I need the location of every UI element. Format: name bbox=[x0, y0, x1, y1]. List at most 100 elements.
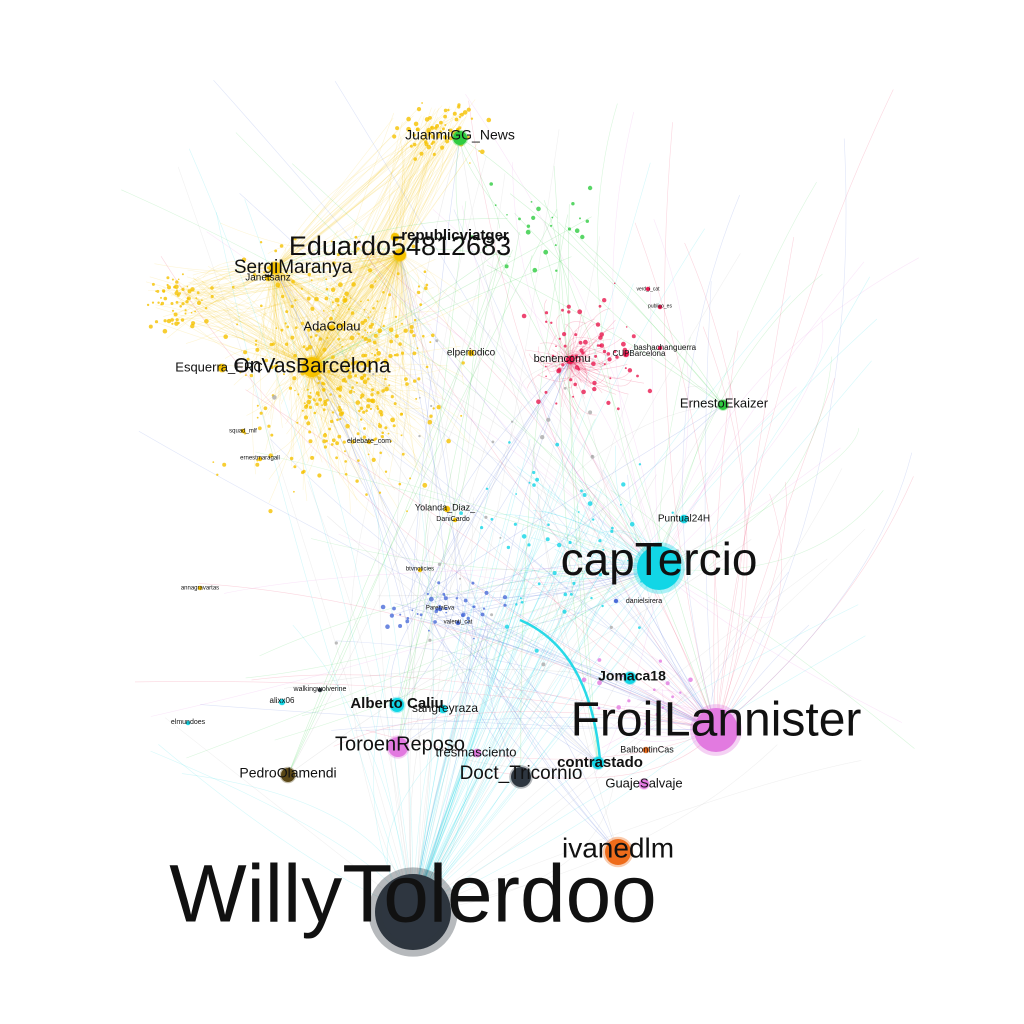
minor-node bbox=[437, 405, 441, 409]
minor-node bbox=[547, 523, 550, 526]
minor-node bbox=[481, 613, 485, 617]
label-yolanda-diaz-: Yolanda_Diaz_ bbox=[415, 502, 476, 512]
minor-node bbox=[194, 311, 196, 313]
minor-node bbox=[167, 319, 171, 323]
node-danielsirera[interactable] bbox=[614, 599, 618, 603]
minor-node bbox=[318, 394, 320, 396]
minor-node bbox=[181, 288, 184, 291]
minor-node bbox=[164, 297, 168, 301]
minor-node bbox=[520, 597, 522, 599]
minor-node bbox=[176, 301, 179, 304]
minor-node bbox=[295, 326, 298, 329]
minor-node bbox=[505, 264, 509, 268]
minor-node bbox=[211, 295, 214, 298]
minor-node bbox=[545, 376, 547, 378]
minor-node bbox=[378, 423, 380, 425]
minor-node bbox=[390, 614, 394, 618]
minor-node bbox=[304, 415, 308, 419]
minor-node bbox=[460, 415, 462, 417]
minor-node bbox=[277, 286, 279, 288]
minor-node bbox=[418, 285, 420, 287]
minor-node bbox=[190, 287, 194, 291]
minor-node bbox=[419, 303, 422, 306]
minor-node bbox=[185, 313, 187, 315]
minor-node bbox=[489, 182, 493, 186]
minor-node bbox=[324, 433, 326, 435]
minor-node bbox=[456, 597, 458, 599]
minor-node bbox=[522, 534, 527, 539]
minor-node bbox=[575, 228, 580, 233]
minor-node bbox=[344, 298, 348, 302]
minor-node bbox=[469, 162, 471, 164]
minor-node bbox=[197, 291, 200, 294]
minor-node bbox=[508, 441, 511, 444]
minor-node bbox=[401, 435, 403, 437]
minor-node bbox=[462, 361, 465, 364]
minor-node bbox=[318, 398, 322, 402]
minor-node bbox=[444, 109, 448, 113]
minor-node bbox=[370, 393, 373, 396]
minor-node bbox=[550, 225, 552, 227]
minor-node bbox=[314, 400, 316, 402]
minor-node bbox=[368, 268, 372, 272]
minor-node bbox=[569, 378, 572, 381]
minor-node bbox=[551, 217, 553, 219]
minor-node bbox=[591, 455, 593, 457]
minor-node bbox=[255, 344, 257, 346]
label-janetsanz: Janetsanz bbox=[245, 273, 291, 284]
minor-node bbox=[212, 461, 214, 463]
minor-node bbox=[555, 345, 557, 347]
minor-node bbox=[688, 678, 693, 683]
minor-node bbox=[301, 288, 303, 290]
minor-node bbox=[430, 405, 432, 407]
minor-node bbox=[380, 413, 383, 416]
minor-node bbox=[535, 478, 539, 482]
minor-node bbox=[583, 493, 587, 497]
minor-node bbox=[385, 471, 387, 473]
minor-node bbox=[187, 296, 191, 300]
minor-node bbox=[270, 434, 273, 437]
minor-node bbox=[467, 108, 471, 112]
minor-node bbox=[296, 422, 298, 424]
label-valenti-cat: valenti_cat bbox=[444, 620, 473, 626]
minor-node bbox=[310, 307, 314, 311]
minor-node bbox=[326, 399, 329, 402]
minor-node bbox=[518, 218, 521, 221]
minor-node bbox=[384, 307, 386, 309]
minor-node bbox=[290, 457, 293, 460]
minor-node bbox=[302, 470, 305, 473]
label-walkingwolverine: walkingwolverine bbox=[293, 686, 347, 693]
minor-node bbox=[174, 313, 178, 317]
minor-node bbox=[606, 401, 610, 405]
minor-node bbox=[367, 316, 369, 318]
minor-node bbox=[325, 297, 329, 301]
minor-node bbox=[377, 407, 380, 410]
minor-node bbox=[464, 599, 468, 603]
minor-node bbox=[353, 391, 355, 393]
minor-node bbox=[160, 297, 162, 299]
minor-node bbox=[260, 412, 263, 415]
minor-node bbox=[625, 367, 627, 369]
minor-node bbox=[490, 613, 493, 616]
minor-node bbox=[417, 377, 420, 380]
minor-node bbox=[345, 473, 348, 476]
minor-node bbox=[152, 302, 154, 304]
minor-node bbox=[155, 320, 158, 323]
minor-node bbox=[453, 112, 457, 116]
minor-node bbox=[531, 216, 535, 220]
minor-node bbox=[351, 311, 355, 315]
minor-node bbox=[391, 395, 394, 398]
minor-node bbox=[384, 378, 386, 380]
minor-node bbox=[305, 347, 309, 351]
minor-node bbox=[364, 309, 366, 311]
label-bashachanguerra: bashachanguerra bbox=[634, 343, 697, 352]
minor-node bbox=[628, 368, 632, 372]
minor-node bbox=[399, 483, 402, 486]
minor-node bbox=[322, 439, 326, 443]
minor-node bbox=[345, 424, 350, 429]
minor-node bbox=[290, 336, 294, 340]
minor-node bbox=[178, 279, 180, 281]
graph-edge bbox=[559, 235, 598, 763]
minor-node bbox=[433, 407, 435, 409]
minor-node bbox=[341, 411, 344, 414]
